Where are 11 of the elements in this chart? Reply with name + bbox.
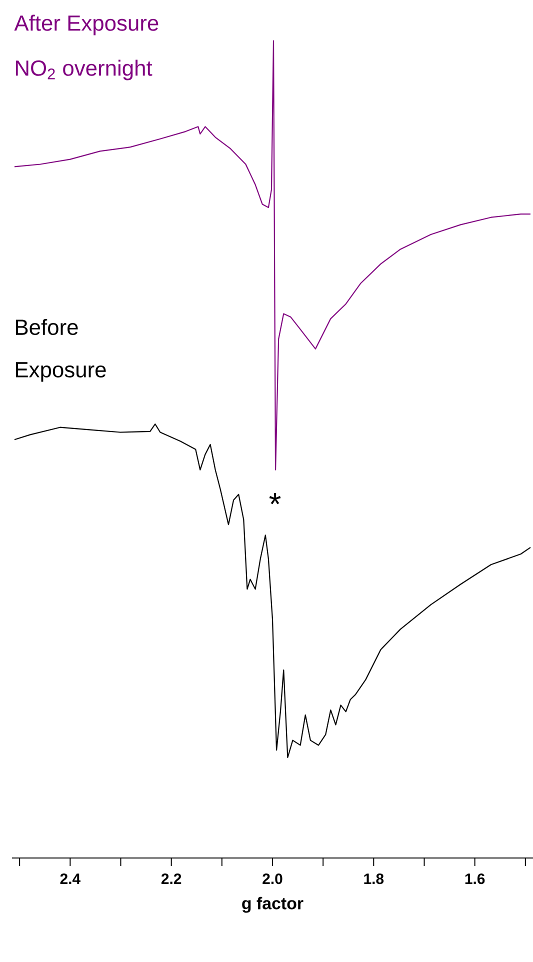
- x-tick-label: 1.8: [364, 874, 384, 884]
- annotation: *: [269, 493, 281, 504]
- x-tick-label: 1.6: [465, 874, 485, 884]
- annotation: Exposure: [16, 362, 106, 382]
- annotation: Before: [16, 318, 78, 336]
- x-axis-title: g factor: [242, 896, 304, 913]
- x-tick-label: 2.0: [262, 874, 282, 884]
- text: After Exposure: [14, 14, 158, 36]
- x-tick-label: 2.4: [60, 874, 80, 884]
- x-tick-label: 2.2: [161, 874, 182, 884]
- annotation: NO$_{2}$ overnight: [16, 60, 152, 80]
